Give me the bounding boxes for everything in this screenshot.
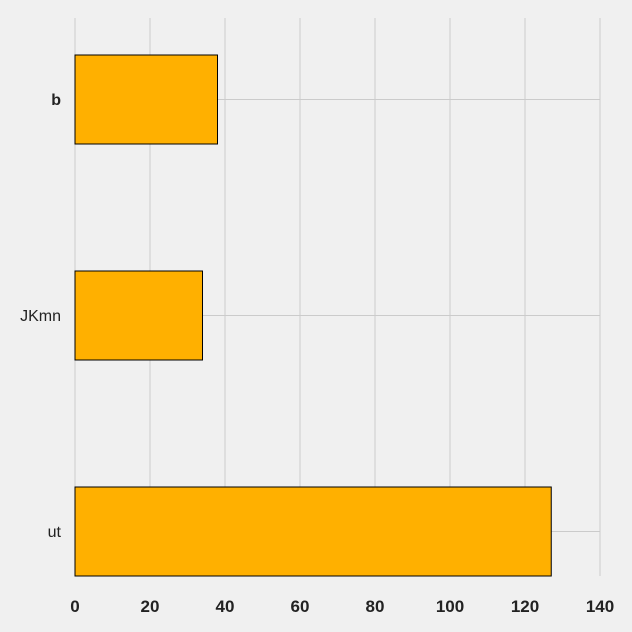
bar-ut <box>74 486 552 577</box>
bar-b <box>74 54 218 145</box>
x-tick-label: 0 <box>70 597 79 616</box>
bars <box>74 54 552 577</box>
x-tick-label: 100 <box>436 597 464 616</box>
x-tick-label: 20 <box>141 597 160 616</box>
y-tick-label: b <box>51 92 61 109</box>
x-tick-label: 120 <box>511 597 539 616</box>
y-tick-label: JKmn <box>20 308 61 325</box>
y-tick-label: ut <box>48 524 62 541</box>
x-axis-ticks: 0 20 40 60 80 100 120 140 <box>70 597 614 616</box>
x-tick-label: 80 <box>366 597 385 616</box>
x-tick-label: 60 <box>291 597 310 616</box>
y-axis-ticks: b JKmn ut <box>20 92 61 541</box>
bar-jkmn <box>74 270 203 361</box>
x-tick-label: 40 <box>216 597 235 616</box>
x-tick-label: 140 <box>586 597 614 616</box>
